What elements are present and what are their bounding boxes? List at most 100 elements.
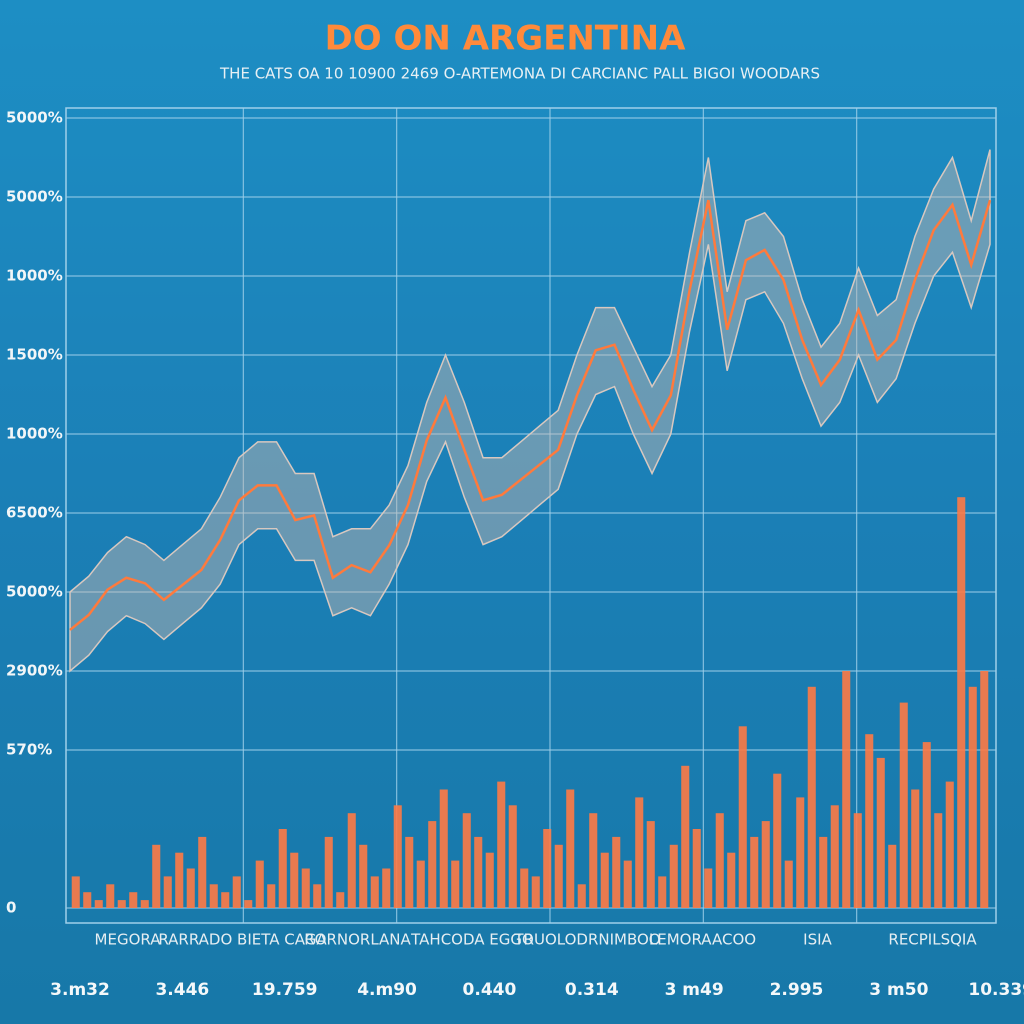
- bar: [589, 813, 598, 908]
- y-tick-label: 0: [6, 899, 16, 917]
- bar: [324, 836, 333, 908]
- bar: [359, 844, 368, 908]
- bar: [186, 868, 195, 908]
- bar: [922, 742, 931, 908]
- bar: [301, 868, 310, 908]
- bar: [520, 868, 529, 908]
- bar: [347, 813, 356, 908]
- bar: [612, 836, 621, 908]
- bar: [405, 836, 414, 908]
- x-sublabel: 4.m90: [357, 980, 417, 1000]
- bar: [508, 805, 517, 908]
- band-area: [69, 149, 991, 673]
- bar: [370, 876, 379, 908]
- bar: [692, 829, 701, 908]
- bar: [152, 844, 161, 908]
- bar: [531, 876, 540, 908]
- bar: [267, 884, 276, 908]
- x-tick-label: RORNORLANA: [304, 931, 411, 949]
- bar: [244, 900, 253, 908]
- x-tick-label: ISIA: [803, 931, 832, 949]
- bar: [313, 884, 322, 908]
- y-tick-label: 1000%: [6, 267, 63, 285]
- bar: [899, 702, 908, 908]
- y-tick-label: 5000%: [6, 583, 63, 601]
- y-tick-label: 1000%: [6, 425, 63, 443]
- y-tick-label: 5000%: [6, 109, 63, 127]
- bar: [198, 836, 207, 908]
- x-tick-label: TAHCODA EGGO: [410, 931, 534, 949]
- bar: [911, 789, 920, 908]
- bar: [71, 876, 80, 908]
- y-tick-label: 570%: [6, 741, 52, 759]
- bar: [934, 813, 943, 908]
- bar: [221, 892, 230, 908]
- bar: [681, 765, 690, 908]
- bar: [140, 900, 149, 908]
- x-sublabel: 10.339: [968, 980, 1024, 1000]
- bar: [451, 860, 460, 908]
- bar: [957, 497, 966, 908]
- bar: [784, 860, 793, 908]
- bar: [94, 900, 103, 908]
- bar: [117, 900, 126, 908]
- bar: [416, 860, 425, 908]
- x-tick-label: RARRADO BIETA CAGA: [158, 931, 327, 949]
- line: [69, 199, 992, 631]
- bar: [853, 813, 862, 908]
- bar: [600, 852, 609, 908]
- bar: [209, 884, 218, 908]
- x-tick-label: RECPILSQIA: [888, 931, 977, 949]
- x-sublabel: 3.m32: [50, 980, 110, 1000]
- bar: [428, 821, 437, 908]
- bar: [830, 805, 839, 908]
- bar: [106, 884, 115, 908]
- bar: [658, 876, 667, 908]
- bar: [83, 892, 92, 908]
- bar: [382, 868, 391, 908]
- bar: [497, 781, 506, 908]
- bar: [129, 892, 138, 908]
- y-tick-label: 5000%: [6, 188, 63, 206]
- bar: [865, 734, 874, 908]
- bar: [175, 852, 184, 908]
- bar: [807, 686, 816, 908]
- bar: [439, 789, 448, 908]
- bar: [577, 884, 586, 908]
- bar: [750, 836, 759, 908]
- bar: [727, 852, 736, 908]
- x-tick-label: LEMORAACOO: [649, 931, 756, 949]
- x-sublabel: 19.759: [252, 980, 318, 1000]
- bar: [968, 686, 977, 908]
- y-tick-label: 2900%: [6, 662, 63, 680]
- bar: [796, 797, 805, 908]
- bar: [163, 876, 172, 908]
- bar: [876, 757, 885, 908]
- bar: [842, 671, 851, 908]
- x-sublabel: 3 m49: [665, 980, 724, 1000]
- bar: [819, 836, 828, 908]
- bar: [623, 860, 632, 908]
- y-tick-label: 6500%: [6, 504, 63, 522]
- bar: [485, 852, 494, 908]
- bar: [980, 671, 989, 908]
- bar: [393, 805, 402, 908]
- bar: [704, 868, 713, 908]
- bar: [773, 773, 782, 908]
- bar: [232, 876, 241, 908]
- bar: [290, 852, 299, 908]
- x-sublabel: 0.440: [463, 980, 517, 1000]
- bar: [255, 860, 264, 908]
- bar: [462, 813, 471, 908]
- y-tick-label: 1500%: [6, 346, 63, 364]
- bar: [278, 829, 287, 908]
- plot-frame: [65, 107, 997, 924]
- x-tick-label: TRUOLODRNIMBOO: [513, 931, 660, 949]
- x-sublabel: 3.446: [155, 980, 209, 1000]
- bar: [635, 797, 644, 908]
- bar: [566, 789, 575, 908]
- bar: [761, 821, 770, 908]
- bar: [669, 844, 678, 908]
